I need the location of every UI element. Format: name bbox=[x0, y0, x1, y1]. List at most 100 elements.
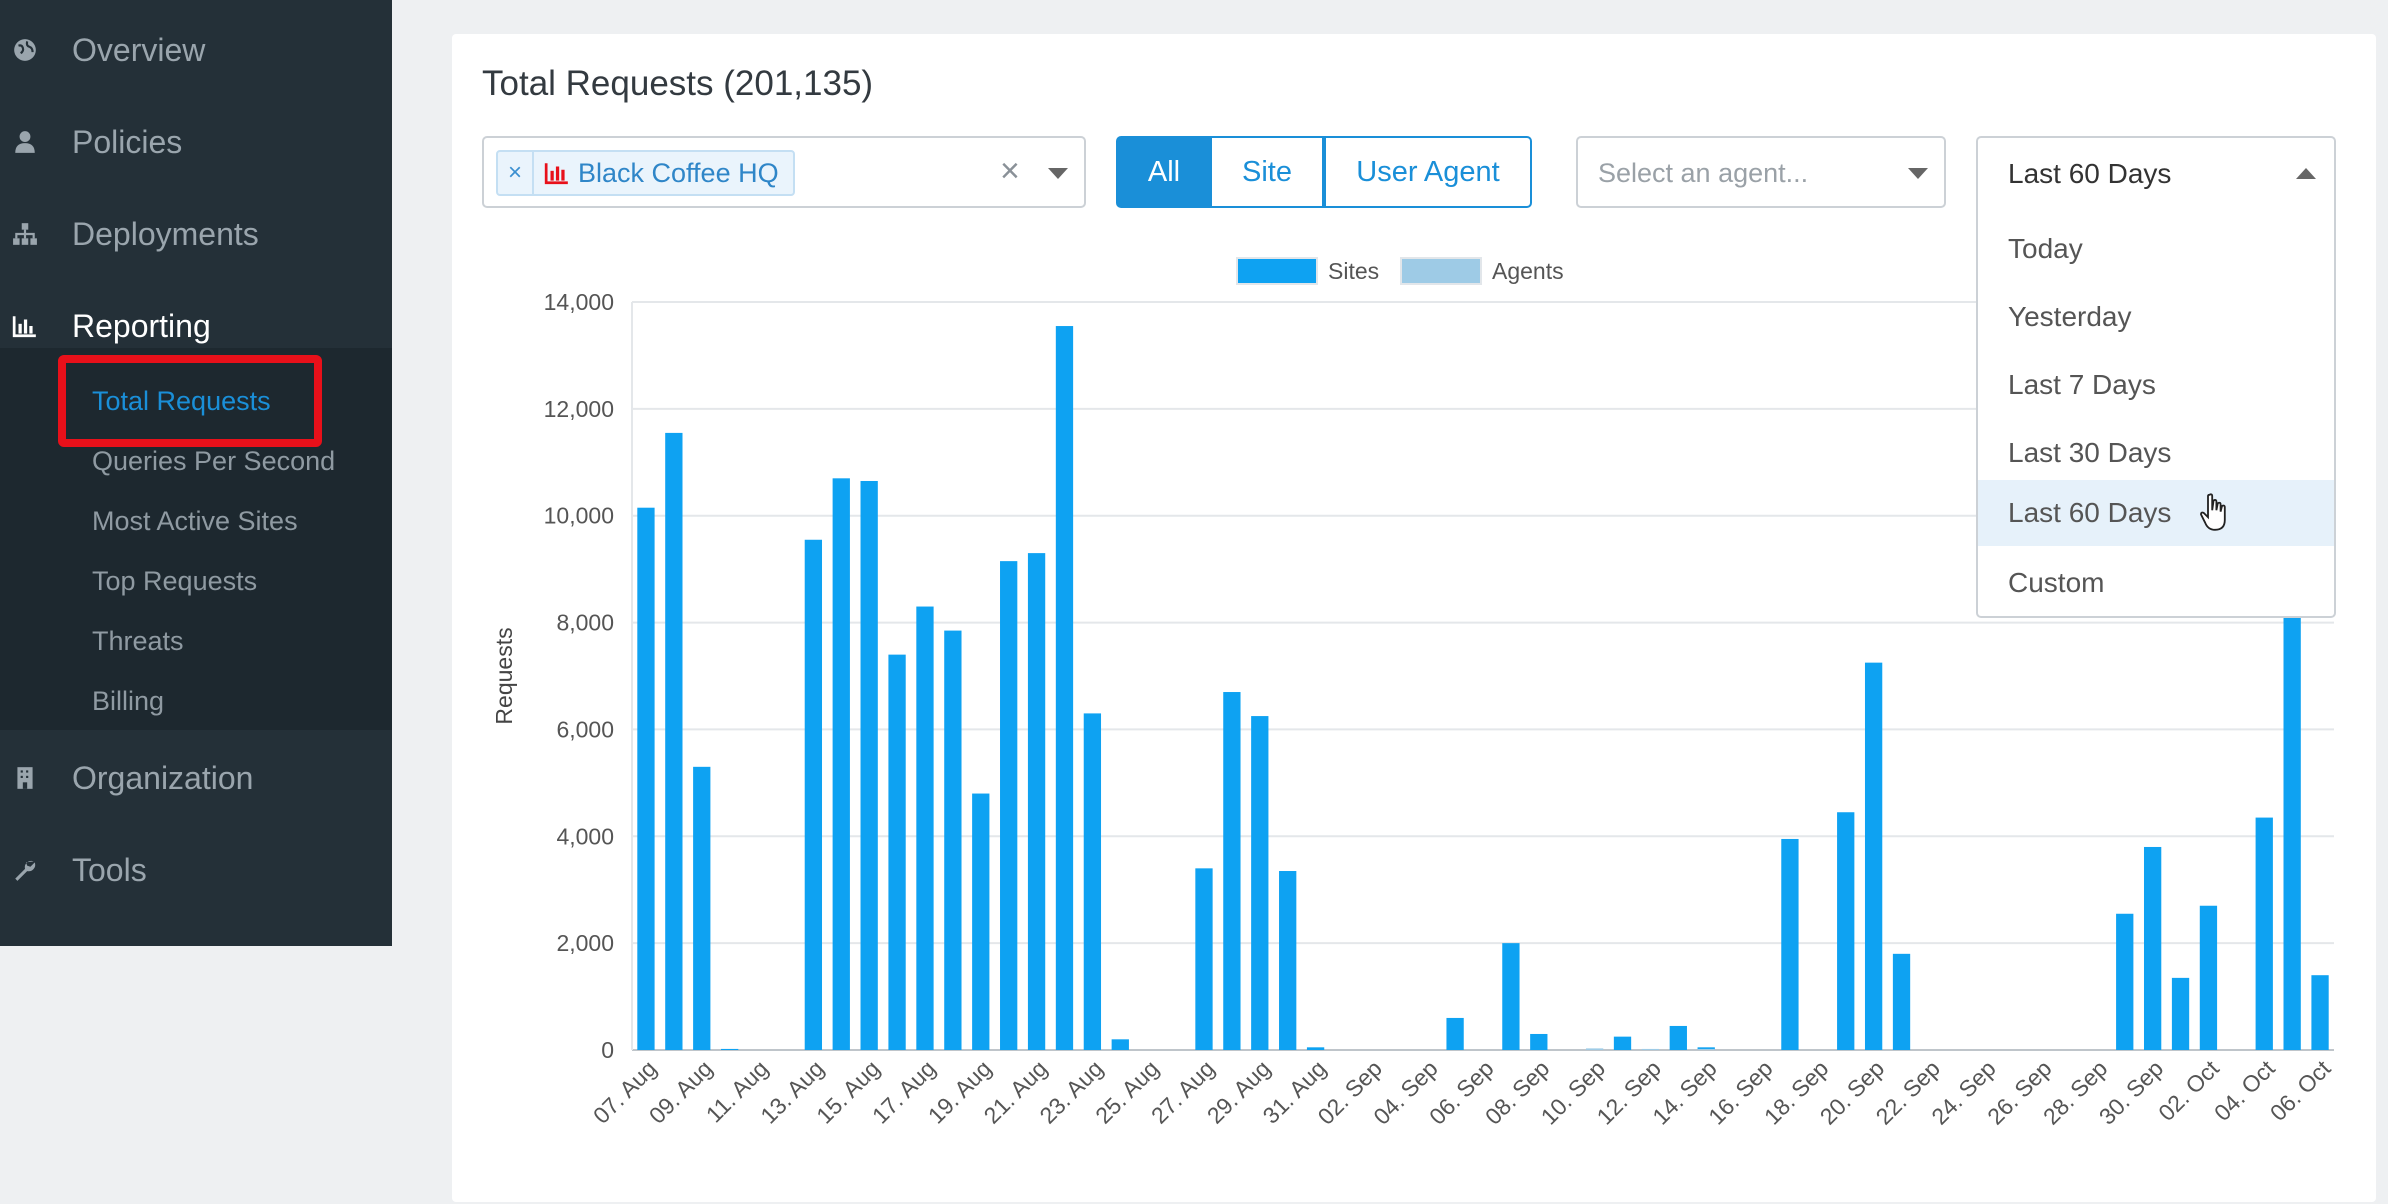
sidebar-item-deployments[interactable]: Deployments bbox=[0, 194, 392, 274]
chevron-down-icon[interactable] bbox=[1048, 168, 1068, 179]
bar-agents bbox=[1697, 1048, 1715, 1050]
y-tick-label: 10,000 bbox=[544, 503, 614, 529]
sidebar-item-label: Organization bbox=[72, 759, 254, 796]
bar-sites bbox=[888, 654, 906, 1050]
sidebar-item-overview[interactable]: Overview bbox=[0, 10, 392, 90]
legend-item-sites[interactable]: Sites bbox=[1236, 256, 1379, 286]
bar-sites bbox=[1446, 1017, 1464, 1050]
bar-sites bbox=[2171, 977, 2190, 1050]
range-option-last-7-days[interactable]: Last 7 Days bbox=[2008, 369, 2156, 400]
subnav-item-top-requests[interactable]: Top Requests bbox=[92, 566, 258, 596]
bar-sites bbox=[721, 1048, 739, 1050]
site-tag: × Black Coffee HQ bbox=[496, 150, 795, 196]
bar-sites bbox=[2143, 846, 2162, 1050]
subnav-item-threats[interactable]: Threats bbox=[92, 626, 184, 656]
building-icon bbox=[10, 763, 40, 793]
reporting-subnav: Total Requests Queries Per Second Most A… bbox=[0, 348, 392, 730]
sidebar-item-label: Tools bbox=[72, 851, 147, 888]
y-tick-label: 14,000 bbox=[544, 289, 614, 315]
wrench-icon bbox=[10, 855, 40, 885]
date-range-dropdown: Today Yesterday Last 7 Days Last 30 Days… bbox=[1976, 206, 2336, 618]
user-icon bbox=[10, 127, 40, 157]
x-tick-label: 09. Aug bbox=[644, 1055, 718, 1129]
bar-sites bbox=[1502, 943, 1520, 1050]
bar-sites bbox=[972, 793, 990, 1050]
x-tick-label: 04. Oct bbox=[2209, 1055, 2280, 1126]
sidebar-item-label: Overview bbox=[72, 31, 206, 68]
subnav-item-total-requests[interactable]: Total Requests bbox=[92, 386, 271, 416]
bar-sites bbox=[1306, 1047, 1325, 1050]
agent-select[interactable]: Select an agent... bbox=[1576, 136, 1946, 208]
y-tick-label: 4,000 bbox=[556, 823, 614, 849]
bar-sites bbox=[1613, 1036, 1632, 1050]
bar-sites bbox=[637, 507, 655, 1050]
sidebar-item-organization[interactable]: Organization bbox=[0, 738, 392, 818]
x-tick-label: 06. Oct bbox=[2265, 1055, 2336, 1126]
range-option-last-60-days[interactable]: Last 60 Days bbox=[1978, 480, 2334, 546]
range-option-last-30-days[interactable]: Last 30 Days bbox=[2008, 437, 2172, 468]
sidebar: Overview Policies Deployments Reporting … bbox=[0, 0, 392, 946]
bar-sites bbox=[1000, 561, 1018, 1050]
bar-sites bbox=[916, 606, 934, 1050]
bar-sites bbox=[1837, 812, 1855, 1050]
y-tick-label: 2,000 bbox=[556, 930, 614, 956]
chevron-down-icon[interactable] bbox=[1908, 168, 1928, 179]
bar-agents bbox=[1641, 1048, 1660, 1050]
bar-sites bbox=[1251, 716, 1269, 1050]
bar-sites bbox=[2255, 817, 2273, 1050]
legend-label-agents: Agents bbox=[1492, 257, 1564, 284]
subnav-item-most-active-sites[interactable]: Most Active Sites bbox=[92, 506, 298, 536]
bar-sites bbox=[2283, 614, 2301, 1050]
bar-sites bbox=[1055, 326, 1074, 1050]
highlight-annotation bbox=[58, 355, 322, 447]
range-option-today[interactable]: Today bbox=[2008, 233, 2083, 264]
sidebar-item-reporting[interactable]: Reporting bbox=[0, 286, 392, 366]
chevron-up-icon[interactable] bbox=[2296, 168, 2316, 179]
subnav-item-billing[interactable]: Billing bbox=[92, 686, 165, 716]
bar-sites bbox=[693, 766, 711, 1050]
bar-sites bbox=[1111, 1039, 1129, 1050]
sidebar-item-tools[interactable]: Tools bbox=[0, 830, 392, 910]
filter-user-agent-button[interactable]: User Agent bbox=[1324, 136, 1532, 208]
site-select[interactable]: × Black Coffee HQ × bbox=[482, 136, 1086, 208]
y-tick-label: 0 bbox=[601, 1037, 614, 1063]
bar-sites bbox=[1864, 662, 1883, 1050]
y-axis-label: Requests bbox=[491, 627, 517, 724]
bar-sites bbox=[2311, 975, 2329, 1050]
x-tick-label: 02. Oct bbox=[2153, 1055, 2224, 1126]
bar-sites bbox=[860, 480, 878, 1050]
bar-sites bbox=[2116, 913, 2134, 1050]
filter-site-button[interactable]: Site bbox=[1212, 136, 1324, 208]
range-option-yesterday[interactable]: Yesterday bbox=[2008, 301, 2132, 332]
bar-sites bbox=[832, 478, 850, 1050]
bar-sites bbox=[1697, 1047, 1715, 1050]
bar-sites bbox=[1669, 1025, 1687, 1050]
bar-agents bbox=[1585, 1048, 1604, 1050]
date-range-select[interactable]: Last 60 Days bbox=[1976, 136, 2336, 208]
legend-swatch-agents bbox=[1400, 257, 1482, 285]
sidebar-item-policies[interactable]: Policies bbox=[0, 102, 392, 182]
subnav-item-queries-per-second[interactable]: Queries Per Second bbox=[92, 446, 336, 476]
page-title: Total Requests (201,135) bbox=[482, 64, 874, 103]
bar-sites bbox=[1027, 553, 1046, 1050]
date-range-value: Last 60 Days bbox=[2008, 158, 2172, 189]
bar-sites bbox=[1279, 871, 1297, 1050]
agent-select-placeholder: Select an agent... bbox=[1598, 158, 1809, 188]
y-tick-label: 8,000 bbox=[556, 610, 614, 636]
bar-sites bbox=[1083, 713, 1102, 1050]
sidebar-item-label: Deployments bbox=[72, 215, 259, 252]
range-option-custom[interactable]: Custom bbox=[2008, 567, 2105, 598]
bar-sites bbox=[804, 539, 823, 1050]
site-tag-label: Black Coffee HQ bbox=[578, 157, 779, 188]
clear-icon[interactable]: × bbox=[1000, 152, 1020, 190]
legend-item-agents[interactable]: Agents bbox=[1400, 256, 1564, 286]
sitemap-icon bbox=[10, 219, 40, 249]
hand-cursor-icon bbox=[2200, 493, 2226, 531]
tag-remove-button[interactable]: × bbox=[498, 152, 534, 194]
sidebar-item-label: Policies bbox=[72, 123, 183, 160]
bar-chart-icon bbox=[10, 311, 40, 341]
requests-bar-chart: 0 2,000 4,000 6,000 8,000 10,000 12,000 14,000 R… bbox=[491, 289, 2336, 1130]
filter-all-button[interactable]: All bbox=[1116, 136, 1212, 208]
filter-button-group: All Site User Agent bbox=[1116, 136, 1532, 208]
bar-sites bbox=[1195, 868, 1213, 1050]
